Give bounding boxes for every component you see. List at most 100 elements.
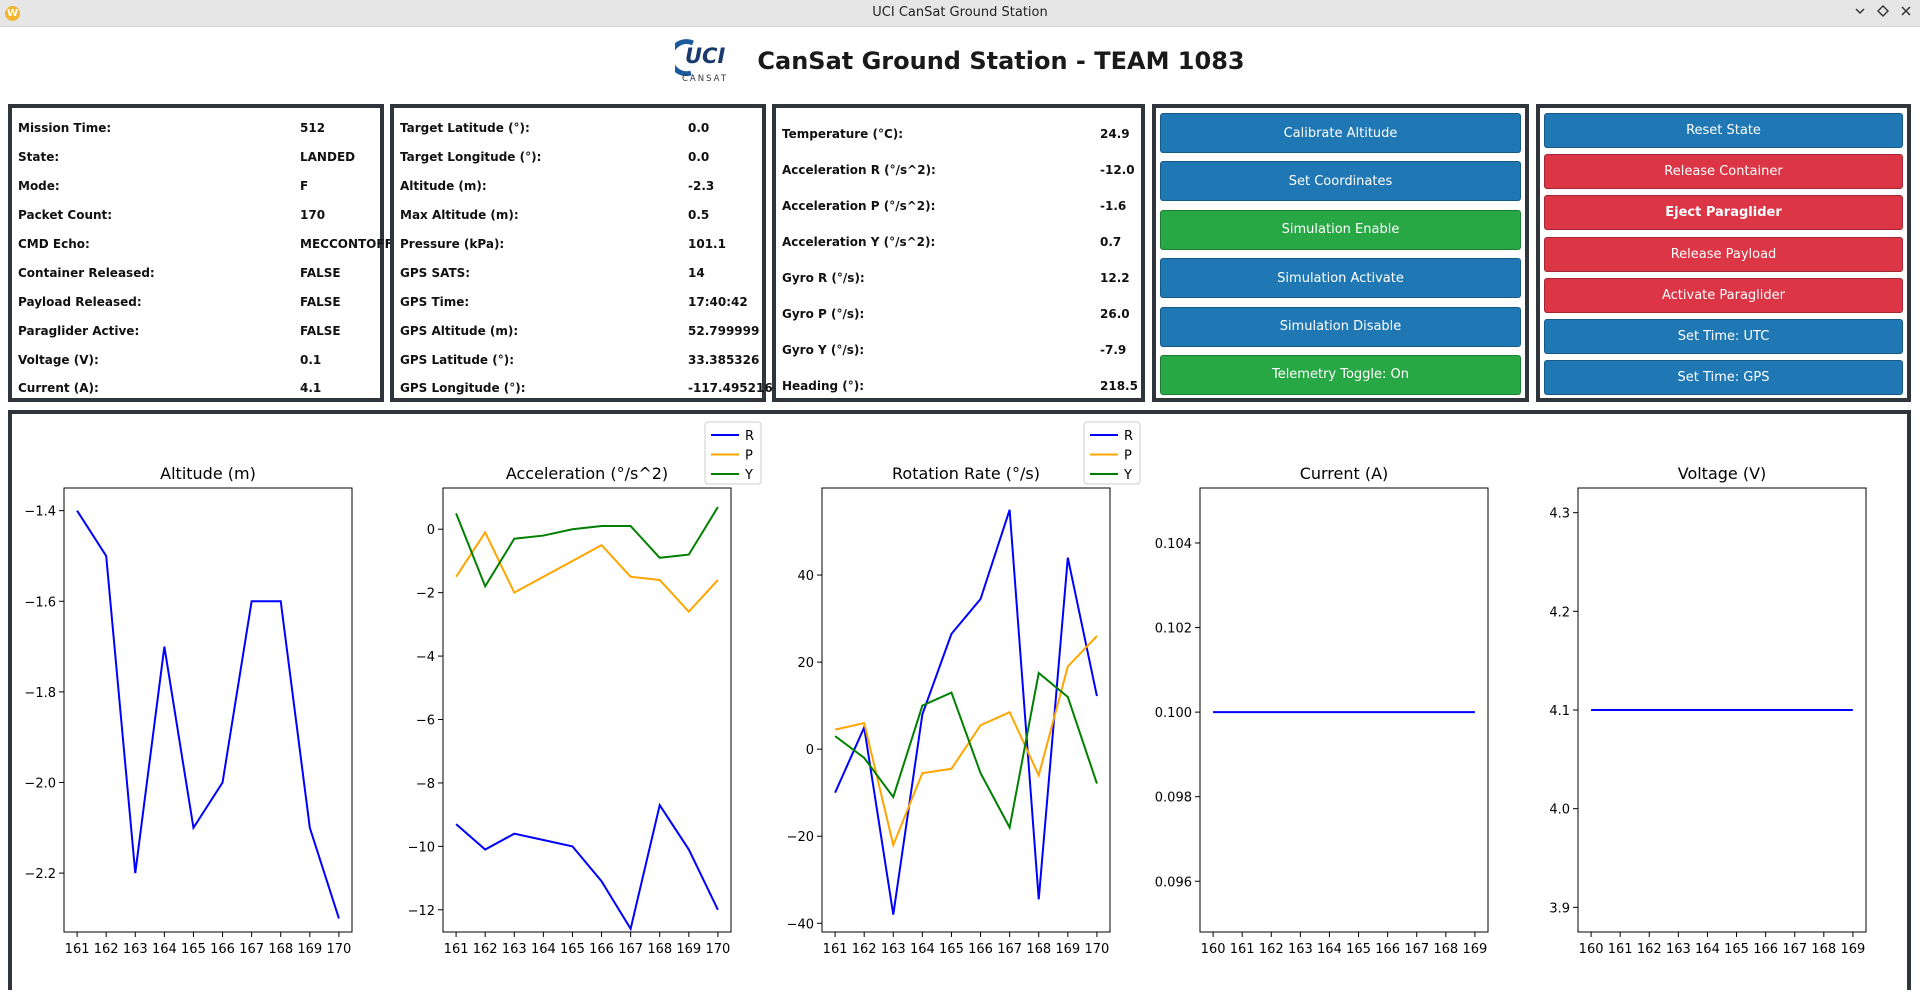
info-label: GPS Time:: [400, 294, 470, 309]
chart: Voltage (V) 160 161 162 163 164 165 166 167 168 16…: [1549, 464, 1867, 957]
y-tick-label: 40: [797, 569, 814, 584]
y-tick-label: 0: [427, 523, 435, 538]
y-tick-label: −20: [787, 830, 814, 845]
y-tick-label: −2.0: [24, 776, 56, 791]
series-line: [455, 530, 719, 614]
info-row: Mission Time: 512: [18, 114, 374, 143]
info-value: LANDED: [300, 150, 356, 165]
info-label: Voltage (V):: [18, 352, 99, 367]
simulation-enable-button[interactable]: Simulation Enable: [1160, 209, 1521, 250]
y-tick-label: −12: [408, 904, 435, 919]
x-tick-label: 168: [1433, 942, 1458, 957]
info-value: -117.495216: [688, 381, 773, 396]
info-value: 33.385326: [688, 352, 760, 367]
set-time-gps-button[interactable]: Set Time: GPS: [1544, 360, 1903, 396]
svg-text:CANSAT: CANSAT: [682, 74, 728, 84]
info-value: 14: [688, 265, 705, 280]
info-value: -2.3: [688, 179, 715, 194]
sensor-panel: Temperature (°C): 24.9 Acceleration R (°/s…: [772, 104, 1145, 402]
x-tick-label: 161: [444, 942, 469, 957]
x-tick-label: 161: [1608, 942, 1633, 957]
x-tick-label: 166: [1753, 942, 1778, 957]
legend-label: Y: [1123, 468, 1132, 483]
info-row: Packet Count: 170: [18, 201, 374, 230]
info-value: 0.7: [1100, 235, 1122, 249]
x-tick-label: 170: [1084, 942, 1109, 957]
info-value: 0.0: [688, 121, 710, 136]
y-tick-label: 3.9: [1549, 901, 1570, 916]
info-value: 512: [300, 121, 326, 136]
x-tick-label: 160: [1201, 942, 1226, 957]
release-payload-button[interactable]: Release Payload: [1544, 236, 1903, 272]
y-tick-label: 0: [806, 743, 814, 758]
x-tick-label: 168: [1811, 942, 1836, 957]
info-label: CMD Echo:: [18, 237, 90, 251]
x-tick-label: 165: [1346, 942, 1371, 957]
y-tick-label: −40: [787, 917, 814, 932]
x-tick-label: 167: [997, 942, 1022, 957]
info-label: Heading (°):: [782, 379, 865, 393]
x-tick-label: 169: [1055, 942, 1080, 957]
x-tick-label: 161: [823, 942, 848, 957]
set-time-utc-button[interactable]: Set Time: UTC: [1544, 318, 1903, 354]
info-value: 101.1: [688, 237, 726, 251]
info-value: 170: [300, 208, 326, 223]
y-tick-label: 4.1: [1549, 704, 1570, 719]
chart: Rotation Rate (°/s) 161 162 163 164 165 166 167…: [787, 421, 1141, 957]
y-tick-label: 0.100: [1155, 706, 1192, 721]
close-icon[interactable]: [1896, 3, 1916, 23]
minimize-icon[interactable]: [1850, 3, 1870, 23]
x-tick-label: 164: [531, 942, 556, 957]
x-tick-label: 165: [1724, 942, 1749, 957]
info-label: Acceleration P (°/s^2):: [782, 199, 936, 213]
reset-state-button[interactable]: Reset State: [1544, 113, 1903, 148]
maximize-icon[interactable]: [1873, 3, 1893, 23]
y-tick-label: −6: [416, 714, 435, 729]
x-tick-label: 170: [326, 942, 351, 957]
mission-controls: Reset State Release Container Eject Paragl…: [1540, 108, 1907, 406]
info-row: Mode: F: [18, 172, 374, 201]
window-title: UCI CanSat Ground Station: [872, 5, 1048, 20]
activate-paraglider-button[interactable]: Activate Paraglider: [1544, 277, 1903, 313]
status-panel: Mission Time: 512 State: LANDED Mode: F Packet…: [8, 104, 393, 402]
series-line: [76, 510, 340, 919]
set-coordinates-button[interactable]: Set Coordinates: [1160, 161, 1521, 202]
y-tick-label: −1.6: [24, 595, 56, 610]
page-title: CanSat Ground Station - TEAM 1083: [757, 47, 1245, 75]
calibrate-altitude-button[interactable]: Calibrate Altitude: [1160, 113, 1521, 153]
info-row: Acceleration Y (°/s^2): 0.7: [782, 224, 1135, 260]
legend-label: Y: [744, 468, 753, 483]
y-tick-label: −10: [408, 840, 435, 855]
y-tick-label: 4.0: [1549, 803, 1570, 818]
y-tick-label: −4: [416, 650, 435, 665]
info-row: GPS Longitude (°): -117.495216: [400, 374, 773, 403]
info-label: Acceleration Y (°/s^2):: [782, 235, 936, 249]
x-tick-label: 162: [94, 942, 119, 957]
info-label: GPS Altitude (m):: [400, 323, 519, 338]
info-label: Current (A):: [18, 381, 99, 396]
x-tick-label: 162: [852, 942, 877, 957]
telemetry-toggle-button[interactable]: Telemetry Toggle: On: [1160, 354, 1521, 395]
info-row: CMD Echo: MECCONTOFF: [18, 230, 393, 259]
chart: Altitude (m) 161 162 163 164 165 166 167 168 169 1…: [24, 464, 353, 957]
svg-text:UCI: UCI: [685, 44, 725, 68]
y-tick-label: 0.096: [1155, 875, 1192, 890]
chart-frame: [442, 487, 732, 933]
info-row: GPS Altitude (m): 52.799999: [400, 316, 759, 345]
release-container-button[interactable]: Release Container: [1544, 154, 1903, 190]
eject-paraglider-button[interactable]: Eject Paraglider: [1544, 195, 1903, 231]
legend-label: R: [745, 429, 754, 444]
x-tick-label: 161: [65, 942, 90, 957]
info-value: 26.0: [1100, 307, 1130, 321]
simulation-disable-button[interactable]: Simulation Disable: [1160, 306, 1521, 347]
info-label: Packet Count:: [18, 208, 113, 223]
info-label: Paraglider Active:: [18, 323, 140, 338]
chart-frame: [63, 487, 353, 933]
simulation-controls-panel: Calibrate Altitude Set Coordinates Simulat…: [1152, 104, 1529, 402]
info-row: Acceleration P (°/s^2): -1.6: [782, 188, 1135, 224]
x-tick-label: 163: [123, 942, 148, 957]
legend-box: [704, 421, 762, 485]
simulation-activate-button[interactable]: Simulation Activate: [1160, 258, 1521, 299]
info-label: State:: [18, 150, 60, 165]
info-value: 12.2: [1100, 271, 1130, 285]
